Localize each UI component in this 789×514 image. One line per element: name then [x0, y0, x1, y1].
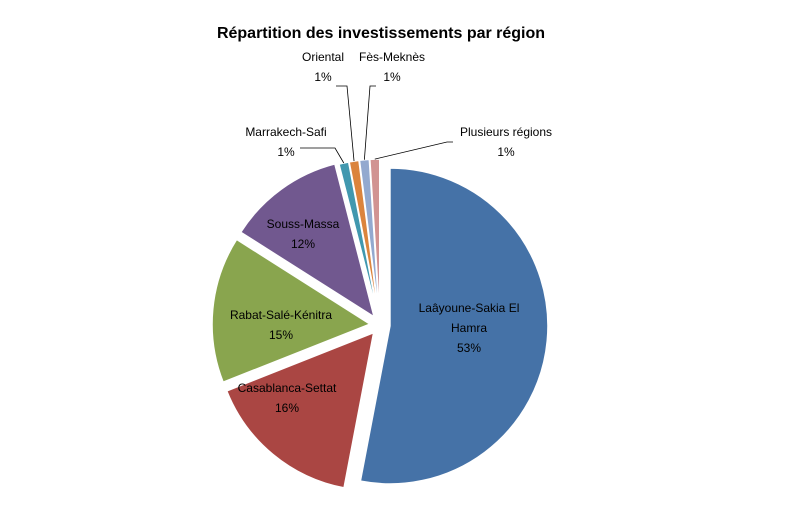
pie-slice-4	[239, 162, 376, 319]
slice-label-1: Laâyoune-Sakia El Hamra 53%	[419, 301, 520, 355]
leader-line-8	[374, 141, 453, 160]
slice-label-5: Marrakech-Safi 1%	[245, 125, 326, 159]
leader-line-6	[336, 85, 355, 162]
slice-label-3: Rabat-Salé-Kénitra 15%	[230, 308, 332, 342]
leader-line-7	[363, 85, 376, 160]
slice-label-4: Souss-Massa 12%	[267, 217, 340, 251]
leader-line-5	[300, 147, 345, 164]
slice-label-7: Fès-Meknès 1%	[359, 50, 425, 84]
pie-slice-1	[359, 167, 549, 485]
slice-label-8: Plusieurs régions 1%	[460, 125, 552, 159]
slice-label-2: Casablanca-Settat 16%	[238, 381, 337, 415]
pie-slice-3	[211, 238, 372, 384]
slice-label-6: Oriental 1%	[302, 50, 344, 84]
chart-title: Répartition des investissements par régi…	[217, 25, 545, 42]
pie-slice-2	[225, 331, 375, 489]
